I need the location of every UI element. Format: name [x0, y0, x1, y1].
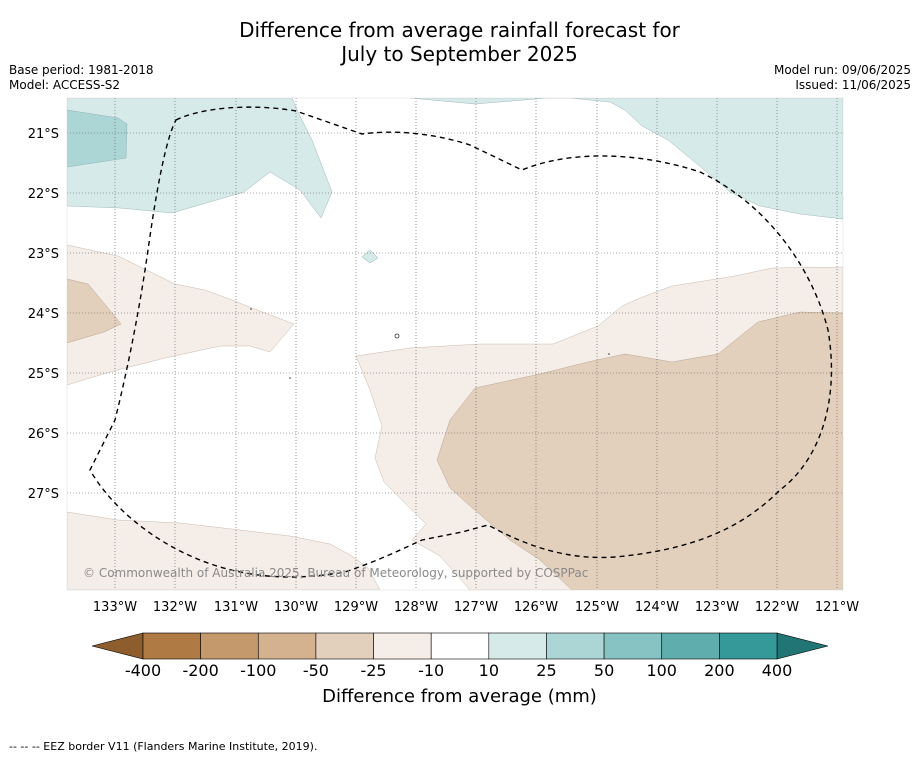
lon-label: 129°W [334, 600, 378, 615]
colorbar-cell [430, 632, 490, 660]
colorbar-tick-label: -50 [302, 661, 329, 680]
colorbar-over-arrow [776, 632, 829, 660]
lon-label: 133°W [93, 600, 137, 615]
meta-right: Model run: 09/06/2025 Issued: 11/06/2025 [774, 63, 911, 93]
lon-label: 131°W [214, 600, 258, 615]
colorbar-cell [603, 632, 663, 660]
island-marker [608, 353, 610, 355]
colorbar-tick-label: -400 [124, 661, 162, 680]
title-line-2: July to September 2025 [341, 42, 578, 66]
brown-mid-west [67, 278, 122, 344]
colorbar-cell [488, 632, 547, 660]
colorbar [91, 632, 829, 660]
colorbar-cell [546, 632, 605, 660]
map-frame [66, 97, 844, 591]
copyright-text: © Commonwealth of Australia 2025, Bureau… [83, 566, 588, 580]
colorbar-tick-label: 100 [646, 661, 677, 680]
lat-label: 26°S [28, 427, 59, 442]
island-marker [250, 308, 252, 310]
footer-note: -- -- -- EEZ border V11 (Flanders Marine… [9, 740, 318, 753]
island-marker [394, 333, 400, 339]
island-marker [289, 377, 291, 379]
lon-label: 124°W [635, 600, 679, 615]
title-line-1: Difference from average rainfall forecas… [239, 18, 680, 42]
lat-label: 27°S [28, 487, 59, 502]
colorbar-tick-label: 200 [704, 661, 735, 680]
lat-label: 21°S [28, 127, 59, 142]
lon-label: 132°W [153, 600, 197, 615]
colorbar-tick-label: 10 [478, 661, 499, 680]
lon-label: 126°W [514, 600, 558, 615]
lat-label: 23°S [28, 247, 59, 262]
colorbar-cell [661, 632, 720, 660]
colorbar-label: Difference from average (mm) [322, 686, 597, 707]
colorbar-tick-label: -10 [418, 661, 445, 680]
brown-light-south [67, 511, 381, 590]
lon-label: 121°W [815, 600, 859, 615]
lon-label: 128°W [394, 600, 438, 615]
colorbar-tick-label: 25 [536, 661, 557, 680]
lat-label: 24°S [28, 307, 59, 322]
model-name: Model: ACCESS-S2 [9, 78, 121, 92]
colorbar-cell [315, 632, 374, 660]
colorbar-cell [719, 632, 778, 660]
lon-label: 122°W [755, 600, 799, 615]
base-period: Base period: 1981-2018 [9, 63, 154, 77]
graticule [67, 98, 843, 590]
colorbar-tick-label: -200 [182, 661, 219, 680]
chart-title: Difference from average rainfall forecas… [0, 18, 919, 66]
lon-label: 127°W [454, 600, 498, 615]
model-run: Model run: 09/06/2025 [773, 63, 911, 77]
lon-label: 130°W [274, 600, 318, 615]
colorbar-tick-label: -100 [240, 661, 277, 680]
eez-border [89, 106, 833, 578]
lat-label: 22°S [28, 187, 59, 202]
lon-label: 123°W [695, 600, 739, 615]
colorbar-cells [142, 632, 778, 660]
lat-label: 25°S [28, 367, 59, 382]
colorbar-under-arrow [91, 632, 144, 660]
colorbar-cell [257, 632, 317, 660]
meta-left: Base period: 1981-2018 Model: ACCESS-S2 [9, 63, 154, 93]
colorbar-tick-label: 50 [593, 661, 615, 680]
colorbar-cell [142, 632, 201, 660]
colorbar-cell [200, 632, 259, 660]
lon-axis: 133°W 132°W 131°W 130°W 129°W 128°W 127°… [93, 600, 859, 615]
brown-light-west [67, 244, 295, 386]
teal-region-west-dark [67, 109, 128, 168]
lon-label: 125°W [575, 600, 619, 615]
colorbar-tick-label: -25 [360, 661, 387, 680]
lat-axis: 21°S 22°S 23°S 24°S 25°S 26°S 27°S [28, 127, 59, 502]
teal-patch-small [361, 249, 379, 264]
colorbar-cell [373, 632, 432, 660]
colorbar-tick-label: 400 [761, 661, 793, 680]
teal-region-west [67, 98, 333, 219]
teal-region-east [409, 98, 843, 220]
map-plot-area: © Commonwealth of Australia 2025, Bureau… [67, 98, 843, 590]
issued-date: Issued: 11/06/2025 [795, 78, 911, 92]
